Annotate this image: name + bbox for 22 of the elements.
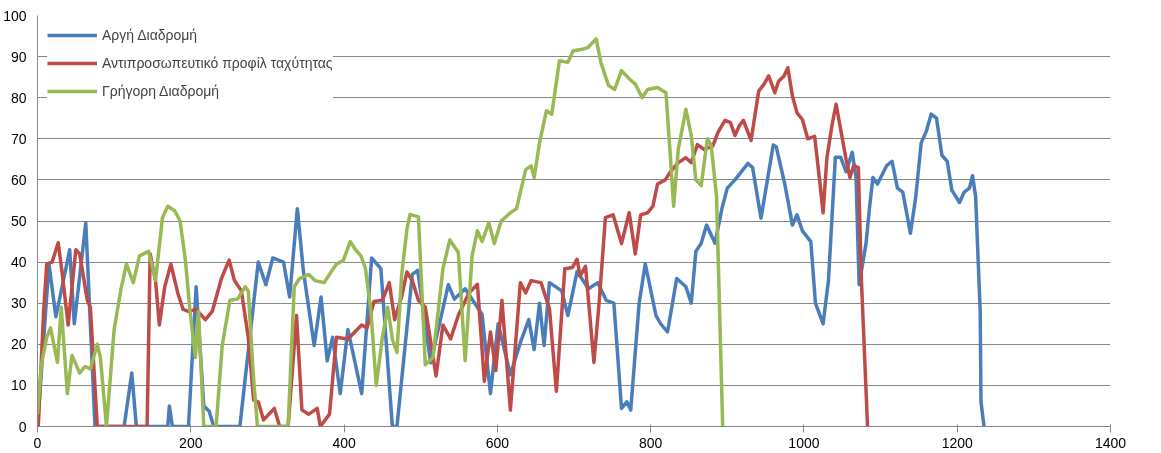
y-tick-label: 10 — [10, 377, 27, 394]
y-tick-label: 100 — [3, 7, 27, 24]
legend-label: Αργή Διαδρομή — [102, 27, 198, 43]
x-tick-label: 600 — [485, 434, 510, 451]
y-tick-label: 80 — [10, 89, 27, 106]
y-tick-label: 30 — [10, 295, 27, 312]
y-tick-label: 40 — [10, 254, 27, 271]
x-tick-label: 1000 — [788, 434, 820, 451]
x-tick-label: 400 — [332, 434, 356, 451]
legend-label: Αντιπροσωπευτικό προφίλ ταχύτητας — [102, 55, 333, 71]
x-tick-label: 1400 — [1094, 434, 1127, 451]
x-tick-label: 800 — [638, 434, 663, 451]
y-tick-label: 60 — [10, 171, 27, 188]
x-tick-label: 200 — [179, 434, 203, 451]
x-tick-label: 1200 — [941, 434, 973, 451]
legend-label: Γρήγορη Διαδρομή — [102, 83, 220, 99]
y-tick-label: 50 — [10, 213, 27, 229]
y-tick-label: 90 — [10, 48, 27, 65]
y-tick-label: 20 — [10, 336, 27, 353]
y-tick-label: 0 — [18, 418, 27, 435]
y-tick-label: 70 — [10, 130, 27, 147]
x-tick-label: 0 — [33, 434, 42, 451]
